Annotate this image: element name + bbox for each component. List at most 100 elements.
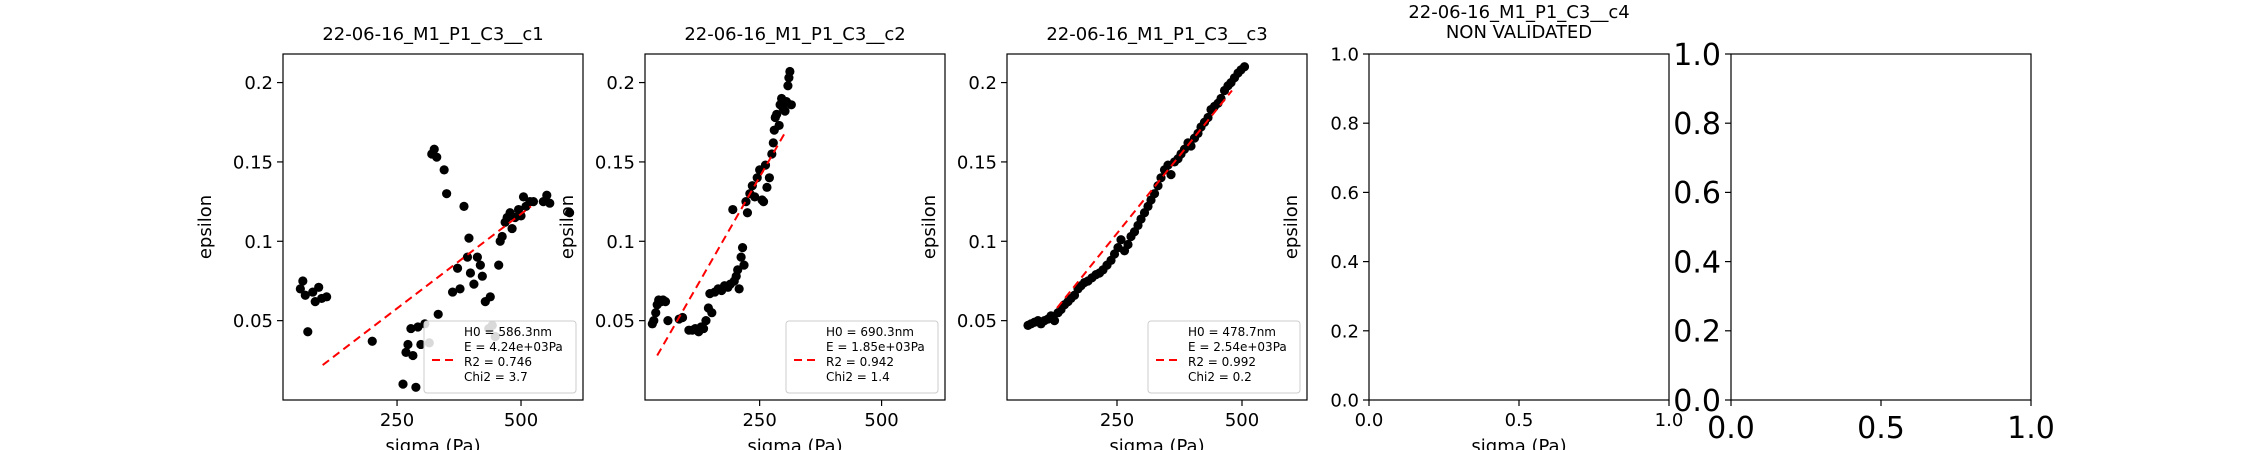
data-point (494, 260, 504, 270)
data-point (1149, 189, 1160, 199)
data-point (707, 308, 717, 318)
data-point (314, 282, 324, 292)
chart-title: 22-06-16_M1_P1_C3__c1 (322, 24, 543, 45)
y-tick-label: 0.6 (1673, 176, 1721, 211)
data-point (464, 233, 474, 243)
y-tick-label: 0.4 (1330, 252, 1359, 273)
x-tick-label: 250 (1100, 410, 1134, 431)
chart-panel-2: 22-06-16_M1_P1_C3__c2 250 500 0.05 0.1 0.15 0.… (557, 24, 946, 450)
legend-entry: H0 = 478.7nm (1188, 325, 1276, 339)
data-point (762, 182, 772, 192)
data-point (403, 339, 413, 350)
x-tick-label: 500 (1225, 410, 1259, 431)
x-axis-label: sigma (Pa) (1471, 436, 1566, 450)
y-tick-label: 0.05 (233, 311, 273, 332)
y-axis-label: epsilon (919, 195, 940, 259)
data-point (367, 336, 377, 346)
legend-entry: R2 = 0.746 (464, 355, 532, 369)
data-point (780, 106, 790, 116)
y-axis-label: epsilon (1281, 195, 1302, 259)
x-tick-label: 1.0 (2007, 411, 2055, 446)
legend-entry: Chi2 = 1.4 (826, 370, 890, 384)
data-point (739, 260, 749, 270)
y-axis-label: epsilon (557, 195, 578, 259)
data-point (663, 316, 673, 326)
data-point (752, 173, 762, 183)
data-point (411, 382, 421, 392)
chart-title: 22-06-16_M1_P1_C3__c3 (1046, 24, 1267, 45)
data-point (442, 189, 452, 199)
data-point (406, 323, 416, 334)
data-point (1166, 170, 1176, 180)
data-point (649, 316, 659, 326)
data-point (295, 284, 305, 294)
legend-entry: H0 = 586.3nm (464, 325, 552, 339)
chart-panel-3: 22-06-16_M1_P1_C3__c3 250 500 0.05 0.1 0.15 0.… (919, 24, 1308, 450)
data-point (698, 323, 709, 334)
data-point (465, 268, 476, 278)
data-point (528, 197, 539, 207)
chart-title: 22-06-16_M1_P1_C3__c4 (1408, 2, 1629, 23)
data-point (439, 165, 449, 175)
data-point (734, 284, 744, 294)
legend-entry: Chi2 = 0.2 (1188, 370, 1252, 384)
data-point (408, 350, 418, 361)
data-point (1153, 181, 1163, 191)
data-point (750, 192, 760, 202)
data-point (774, 120, 784, 131)
data-point (432, 152, 442, 162)
data-point (472, 252, 482, 262)
data-point (565, 208, 575, 218)
y-tick-label: 0.8 (1673, 107, 1721, 142)
data-point (747, 181, 757, 191)
legend-entry: R2 = 0.942 (826, 355, 894, 369)
data-point (475, 260, 485, 270)
data-point (401, 347, 411, 357)
data-point (786, 100, 796, 110)
data-point (545, 198, 555, 208)
legend-entry: Chi2 = 3.7 (464, 370, 528, 384)
y-tick-label: 0.0 (1673, 384, 1721, 419)
data-point (452, 263, 463, 273)
x-axis-label: sigma (Pa) (1109, 436, 1204, 450)
plot-area-frame (1006, 53, 1308, 401)
chart-subtitle: NON VALIDATED (1446, 22, 1592, 43)
data-point (497, 231, 507, 242)
data-point (1049, 316, 1060, 326)
data-point (303, 327, 313, 337)
y-tick-label: 0.05 (957, 311, 997, 332)
data-point (772, 109, 782, 119)
y-tick-label: 0.1 (968, 232, 997, 253)
legend-entry: R2 = 0.992 (1188, 355, 1256, 369)
data-point (1239, 62, 1250, 72)
y-tick-label: 0.2 (244, 73, 273, 94)
fit-line (1056, 89, 1233, 309)
data-point (516, 211, 526, 221)
data-point (758, 197, 769, 207)
y-tick-label: 0.0 (1330, 390, 1359, 411)
x-tick-label: 500 (504, 410, 538, 431)
legend-entry: E = 1.85e+03Pa (826, 340, 925, 354)
plot-area-frame (644, 53, 946, 401)
fit-line (322, 205, 532, 366)
x-tick-label: 0.5 (1857, 411, 1905, 446)
legend-entry: E = 2.54e+03Pa (1188, 340, 1287, 354)
data-point (733, 265, 743, 275)
y-tick-label: 0.15 (957, 152, 997, 173)
data-point (737, 243, 748, 253)
x-tick-label: 0.0 (1355, 410, 1384, 431)
y-tick-label: 0.05 (595, 311, 635, 332)
data-point (518, 192, 529, 202)
y-tick-label: 0.2 (1330, 321, 1359, 342)
data-point (764, 173, 774, 183)
data-point (785, 66, 795, 77)
y-tick-label: 0.2 (1673, 315, 1721, 350)
legend-entry: H0 = 690.3nm (826, 325, 914, 339)
data-point (768, 138, 778, 148)
y-tick-label: 0.6 (1330, 183, 1359, 204)
